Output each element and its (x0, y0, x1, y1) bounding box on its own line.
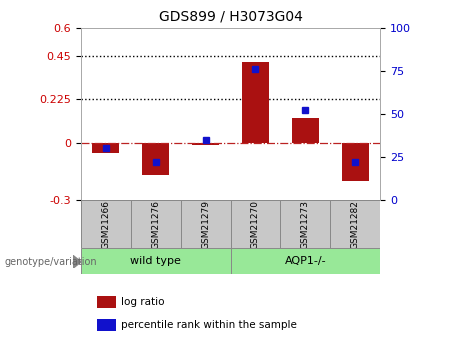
Bar (342, 142, 369, 181)
Text: GSM21266: GSM21266 (101, 200, 110, 249)
Text: AQP1-/-: AQP1-/- (284, 256, 326, 266)
Bar (142, 142, 169, 175)
Bar (97, 296, 116, 308)
Text: wild type: wild type (130, 256, 181, 266)
Bar (81, 248, 230, 274)
Bar (130, 200, 181, 248)
Bar (181, 200, 230, 248)
Bar (230, 200, 280, 248)
Bar (230, 248, 380, 274)
Bar (92, 142, 119, 153)
Text: log ratio: log ratio (121, 297, 165, 307)
Text: GSM21282: GSM21282 (351, 200, 360, 249)
Bar (280, 200, 331, 248)
Bar (97, 319, 116, 331)
Text: genotype/variation: genotype/variation (5, 257, 97, 266)
Polygon shape (73, 255, 81, 268)
Text: GSM21270: GSM21270 (251, 200, 260, 249)
Title: GDS899 / H3073G04: GDS899 / H3073G04 (159, 10, 302, 24)
Text: GSM21276: GSM21276 (151, 200, 160, 249)
Bar (192, 142, 219, 145)
Text: percentile rank within the sample: percentile rank within the sample (121, 320, 297, 330)
Bar (331, 200, 380, 248)
Bar (81, 200, 130, 248)
Bar (292, 118, 319, 142)
Text: GSM21273: GSM21273 (301, 200, 310, 249)
Text: GSM21279: GSM21279 (201, 200, 210, 249)
Bar (242, 62, 269, 142)
